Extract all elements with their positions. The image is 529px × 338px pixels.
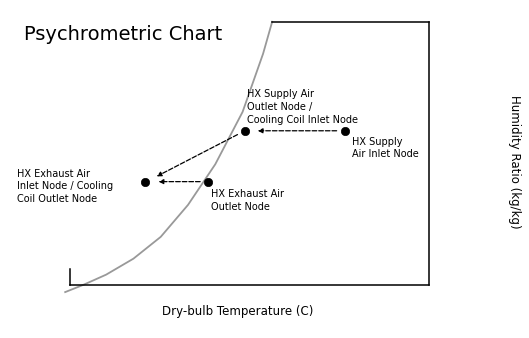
Text: HX Supply
Air Inlet Node: HX Supply Air Inlet Node <box>352 137 418 160</box>
Text: HX Exhaust Air
Inlet Node / Cooling
Coil Outlet Node: HX Exhaust Air Inlet Node / Cooling Coil… <box>17 169 114 204</box>
Text: Psychrometric Chart: Psychrometric Chart <box>24 25 223 44</box>
X-axis label: Dry-bulb Temperature (C): Dry-bulb Temperature (C) <box>162 305 314 318</box>
Text: HX Exhaust Air
Outlet Node: HX Exhaust Air Outlet Node <box>211 189 284 212</box>
Text: HX Supply Air
Outlet Node /
Cooling Coil Inlet Node: HX Supply Air Outlet Node / Cooling Coil… <box>247 89 358 125</box>
Text: Humidity Ratio (kg/kg): Humidity Ratio (kg/kg) <box>508 95 521 229</box>
